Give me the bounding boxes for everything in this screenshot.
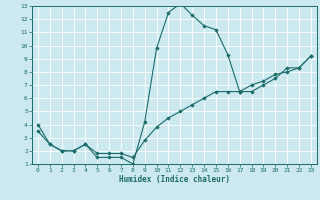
X-axis label: Humidex (Indice chaleur): Humidex (Indice chaleur) [119,175,230,184]
